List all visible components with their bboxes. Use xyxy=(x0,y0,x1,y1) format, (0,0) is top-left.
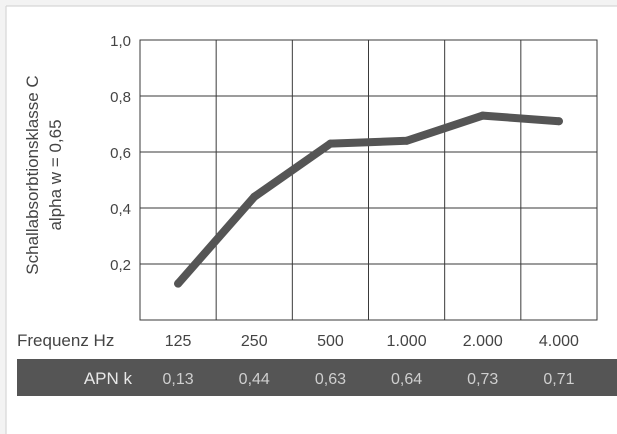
y-tick-label: 0,6 xyxy=(110,145,131,162)
x-tick-label: 250 xyxy=(241,333,268,350)
y-tick-label: 0,2 xyxy=(110,257,131,274)
apn-row-label: APN k xyxy=(84,369,133,388)
x-tick-label: 1.000 xyxy=(387,333,427,350)
x-axis-title: Frequenz Hz xyxy=(17,331,114,350)
data-point xyxy=(402,136,411,145)
x-tick-label: 4.000 xyxy=(539,333,579,350)
apn-value: 0,63 xyxy=(315,371,346,388)
apn-table-bar xyxy=(17,359,617,396)
apn-value: 0,44 xyxy=(239,371,270,388)
apn-value: 0,13 xyxy=(163,371,194,388)
series-line xyxy=(174,111,563,288)
x-tick-label: 125 xyxy=(165,333,192,350)
data-point xyxy=(326,139,335,148)
y-axis-title-line1: Schallabsorbtionsklasse C xyxy=(23,75,42,274)
apn-value: 0,64 xyxy=(391,371,422,388)
y-tick-label: 0,8 xyxy=(110,89,131,106)
apn-value: 0,71 xyxy=(543,371,574,388)
data-point xyxy=(554,117,563,126)
data-point xyxy=(174,279,183,288)
y-axis-title-line2: alpha w = 0,65 xyxy=(46,119,65,230)
data-point xyxy=(250,192,259,201)
x-tick-label: 500 xyxy=(317,333,344,350)
apn-value: 0,73 xyxy=(467,371,498,388)
data-point xyxy=(478,111,487,120)
y-tick-label: 1,0 xyxy=(110,33,131,50)
y-tick-label: 0,4 xyxy=(110,201,131,218)
x-tick-label: 2.000 xyxy=(463,333,503,350)
